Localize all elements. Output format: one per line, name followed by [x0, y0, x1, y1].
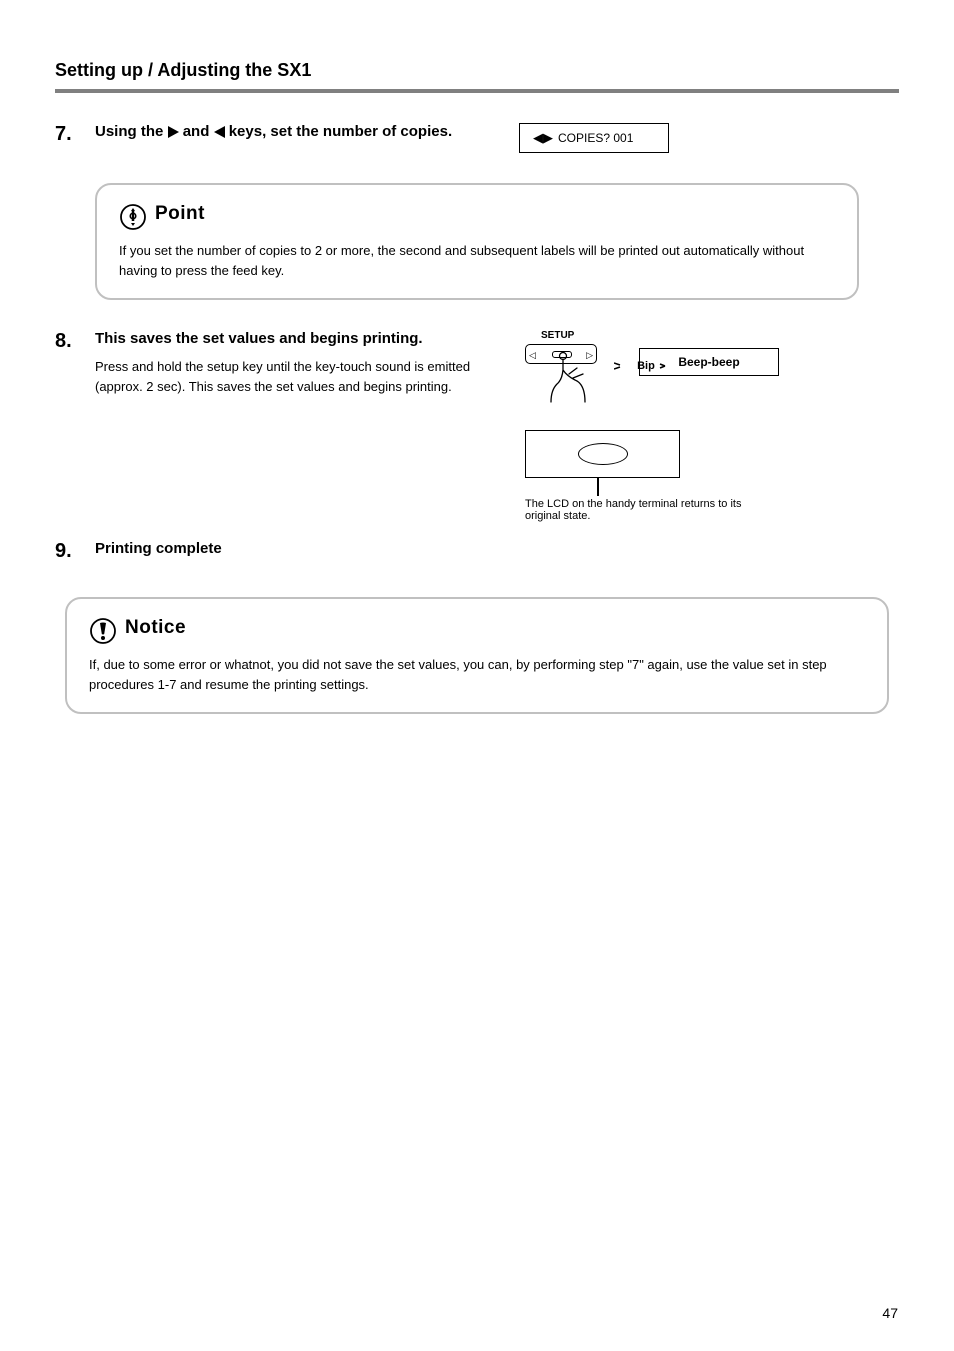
section-title: Setting up / Adjusting the SX1: [55, 60, 899, 81]
lcd-caption: The LCD on the handy terminal returns to…: [525, 498, 775, 522]
notice-label: Notice: [125, 617, 186, 639]
step-8: 8. This saves the set values and begins …: [55, 330, 899, 520]
beep-box: Beep-beep: [639, 348, 779, 376]
beep-text: Beep-beep: [678, 355, 739, 369]
step-7-title-pre: Using the: [95, 123, 168, 140]
lcd-callout-line: [597, 478, 599, 496]
page-number: 47: [882, 1305, 898, 1321]
step-9: 9. Printing complete: [55, 540, 899, 567]
notice-icon: [89, 617, 117, 645]
step-7-number: 7.: [55, 123, 95, 146]
step-7: 7. Using the and keys, set the number of…: [55, 123, 899, 163]
step-9-number: 9.: [55, 540, 95, 563]
setup-key-left-icon: ◁: [529, 350, 536, 361]
left-right-arrows-icon: ◀▶: [533, 130, 553, 146]
section-rule: [55, 89, 899, 93]
setup-illustration: SETUP ◁ ▷ Bip: [519, 330, 899, 520]
left-arrow-icon: [214, 126, 225, 138]
lcd-box: [525, 430, 680, 478]
point-callout: Point If you set the number of copies to…: [95, 183, 859, 300]
step-8-number: 8.: [55, 330, 95, 353]
step-7-title-post: keys, set the number of copies.: [229, 123, 452, 140]
right-arrow-icon: [168, 126, 179, 138]
lcd-oval-icon: [578, 443, 628, 465]
step-9-title: Printing complete: [95, 540, 509, 557]
copies-display-box: ◀▶ COPIES? 001: [519, 123, 669, 153]
step-8-desc: Press and hold the setup key until the k…: [95, 357, 509, 396]
copies-display-text: COPIES? 001: [558, 131, 633, 145]
notice-body: If, due to some error or whatnot, you di…: [89, 655, 865, 694]
point-icon: [119, 203, 147, 231]
finger-press-icon: [549, 354, 599, 409]
setup-key-label: SETUP: [541, 330, 574, 341]
step-7-title-mid: and: [183, 123, 214, 140]
notice-callout: Notice If, due to some error or whatnot,…: [65, 597, 889, 714]
step-7-title: Using the and keys, set the number of co…: [95, 123, 509, 140]
point-body: If you set the number of copies to 2 or …: [119, 241, 835, 280]
step-8-title: This saves the set values and begins pri…: [95, 330, 509, 347]
point-label: Point: [155, 203, 205, 225]
